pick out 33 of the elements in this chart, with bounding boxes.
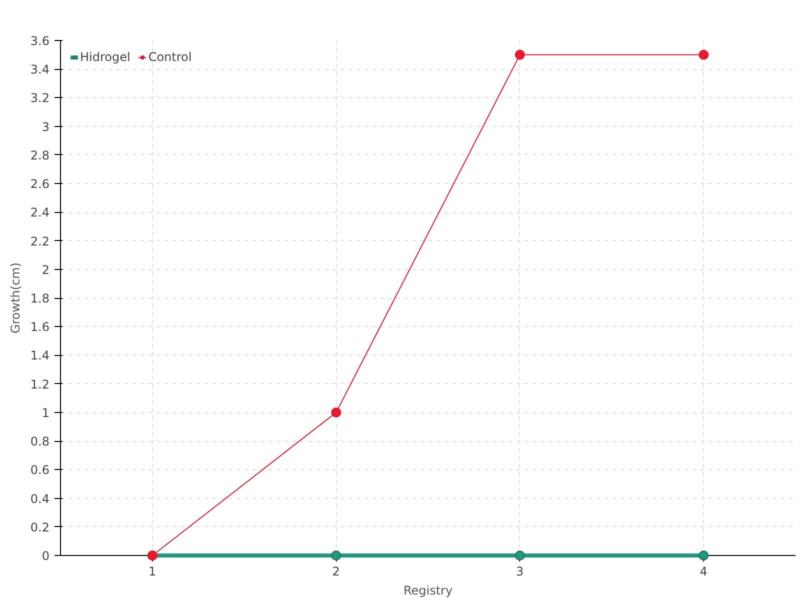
y-tick-label: 0 bbox=[42, 549, 50, 563]
y-tick-label: 0.6 bbox=[30, 463, 50, 478]
y-tick-label: 0.2 bbox=[30, 520, 50, 534]
y-tick-label: 0.8 bbox=[30, 434, 50, 449]
x-tick-label: 3 bbox=[516, 564, 524, 578]
point bbox=[698, 550, 709, 560]
y-tick-label: 2.6 bbox=[30, 177, 50, 192]
y-tick-label: 1 bbox=[42, 406, 50, 420]
y-tick-label: 3 bbox=[42, 120, 50, 134]
x-tick-label: 4 bbox=[700, 564, 708, 578]
y-axis-title: Growth(cm) bbox=[8, 262, 22, 334]
x-tick-label: 2 bbox=[332, 564, 340, 578]
y-tick-label: 3.6 bbox=[30, 34, 50, 48]
y-tick-label: 0.4 bbox=[30, 492, 50, 506]
legend-label: Control bbox=[148, 50, 192, 64]
y-tick-label: 2.2 bbox=[30, 234, 50, 248]
y-tick-label: 1.8 bbox=[30, 292, 50, 306]
point bbox=[698, 50, 709, 60]
y-tick-label: 2.8 bbox=[30, 148, 50, 162]
x-axis-title: Registry bbox=[403, 584, 453, 598]
y-tick-label: 3.2 bbox=[30, 91, 50, 106]
point bbox=[331, 550, 342, 560]
point bbox=[514, 550, 525, 560]
y-tick-label: 1.6 bbox=[30, 320, 50, 334]
point bbox=[514, 50, 525, 60]
y-tick-label: 2.4 bbox=[30, 206, 50, 220]
y-tick-label: 2 bbox=[42, 262, 50, 277]
y-tick-label: 3.4 bbox=[30, 62, 50, 77]
y-tick-label: 1.2 bbox=[30, 377, 50, 392]
y-tick-label: 1.4 bbox=[30, 348, 50, 363]
point bbox=[331, 407, 342, 418]
legend-label: Hidrogel bbox=[80, 50, 130, 64]
x-tick-label: 1 bbox=[148, 564, 156, 578]
